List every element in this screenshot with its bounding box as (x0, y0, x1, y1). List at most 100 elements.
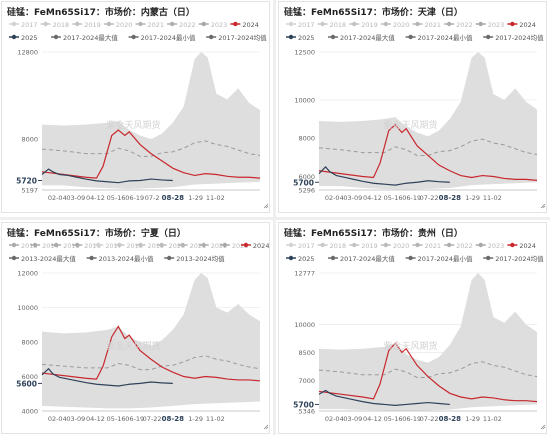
legend-marker-row2 (131, 34, 136, 40)
legend-marker-2019 (138, 242, 143, 248)
y-tick-label: 8000 (21, 339, 38, 347)
x-tick-label: 08-28 (439, 194, 462, 202)
x-tick-label: 11-02 (206, 194, 225, 202)
x-tick-label: 11-02 (483, 415, 502, 423)
x-tick-label: 07-22 (420, 194, 439, 202)
legend-label-2023: 2023 (232, 242, 249, 250)
legend-marker-2017 (96, 242, 101, 248)
resize-handle-icon (263, 424, 269, 430)
legend-marker-2019 (75, 21, 80, 27)
x-tick-label: 05-16 (384, 194, 403, 202)
x-tick-label: 02-04 (48, 415, 67, 423)
legend-label-2018: 2018 (126, 242, 143, 250)
x-tick-label: 02-04 (325, 415, 344, 423)
legend-label-row2: 2025 (298, 34, 315, 42)
legend-label-2021: 2021 (148, 21, 165, 29)
series-2025-line (41, 168, 173, 184)
chart-svg-ningxia: 硅锰：FeMn65Si17：市场价：宁夏（日） 2013 2014 2015 2016 2… (7, 227, 269, 430)
y-tick-label: 10000 (294, 96, 315, 104)
band-area (42, 273, 260, 409)
series-average-line (41, 140, 261, 157)
legend-label-2018: 2018 (53, 21, 70, 29)
legend-label-2023: 2023 (211, 21, 228, 29)
legend-marker-2019 (352, 21, 357, 27)
current-value-label: 5600 (16, 379, 37, 388)
legend-marker-2022 (169, 21, 175, 27)
x-tick-label: 11-02 (483, 194, 502, 202)
legend-label-row2: 2017-2024均值 (218, 33, 267, 42)
y-tick-label: 12777 (294, 270, 315, 278)
chart-title: 硅锰：FeMn65Si17：市场价：天津（日） (284, 6, 463, 18)
x-tick-label: 04-12 (86, 415, 105, 423)
series-2024-line (318, 342, 538, 403)
resize-handle-icon (540, 203, 546, 209)
x-tick-label: 1-29 (465, 194, 480, 202)
legend-label-row2: 2025 (298, 255, 315, 263)
legend-marker-2021 (138, 21, 143, 27)
chart-panel-ningxia: 硅锰：FeMn65Si17：市场价：宁夏（日） 2013 2014 2015 2016 2… (1, 222, 270, 434)
chart-svg-tianjin: 硅锰：FeMn65Si17：市场价：天津（日） 2017 2018 2019 2020 2… (284, 6, 546, 209)
legend-label-2018: 2018 (330, 242, 347, 250)
legend-label-row2: 2017-2024最大值 (340, 33, 395, 42)
legend-label-2022: 2022 (211, 242, 228, 250)
legend-marker-2022 (201, 242, 206, 248)
y-tick-label: 12800 (17, 49, 38, 57)
x-tick-label: 02-04 (48, 194, 67, 202)
legend-label-row2: 2017-2024最小值 (418, 254, 473, 263)
resize-handle-icon (540, 424, 546, 430)
legend-label-row2: 2013-2024均值 (176, 254, 225, 263)
series-2025-line (318, 389, 450, 406)
legend-marker-2024 (243, 242, 249, 248)
legend-label-row2: 2017-2024均值 (495, 33, 544, 42)
series-average-line (318, 361, 538, 378)
legend-label-2017: 2017 (298, 242, 315, 250)
legend-label-row2: 2025 (21, 34, 38, 42)
y-tick-label: 12500 (294, 49, 315, 57)
legend-label-row2: 2017-2024均值 (495, 254, 544, 263)
legend-marker-2021 (415, 21, 420, 27)
legend-label-row2: 2017-2024最小值 (141, 33, 196, 42)
legend-label-2021: 2021 (190, 242, 207, 250)
legend-marker-2020 (106, 21, 112, 27)
legend-marker-2024 (510, 242, 515, 248)
legend-label-row2: 2017-2024最大值 (340, 254, 395, 263)
y-tick-label: 10000 (17, 304, 38, 312)
legend-marker-2017 (288, 21, 294, 27)
legend-label-2019: 2019 (361, 21, 378, 29)
legend-marker-row2 (288, 34, 294, 40)
legend-marker-2022 (446, 21, 452, 27)
y-tick-label: 4000 (21, 408, 38, 416)
legend-marker-row2 (288, 255, 294, 261)
legend-label-2021: 2021 (425, 242, 442, 250)
x-tick-label: 08-28 (439, 415, 462, 423)
y-tick-label: 6000 (21, 373, 38, 381)
legend-label-2022: 2022 (179, 21, 196, 29)
legend-marker-row2 (167, 255, 172, 261)
watermark: 紫金天风期货 (107, 340, 161, 352)
x-tick-label: 05-16 (107, 194, 126, 202)
legend-label-2015: 2015 (63, 242, 80, 250)
legend-label-row2: 2017-2024最大值 (63, 33, 118, 42)
legend-marker-2016 (75, 242, 80, 248)
legend-marker-2023 (222, 242, 228, 248)
legend-label-2017: 2017 (21, 21, 38, 29)
band-area (319, 273, 537, 411)
chart-title: 硅锰：FeMn65Si17：市场价：贵州（日） (284, 227, 463, 239)
legend-marker-2019 (352, 242, 357, 248)
legend-label-2020: 2020 (116, 21, 133, 29)
legend-marker-2023 (478, 21, 483, 27)
y-tick-label: 5296 (298, 187, 315, 195)
series-2024-line (318, 123, 538, 181)
x-tick-label: 06-19 (125, 194, 144, 202)
band-area (42, 52, 260, 190)
legend-marker-2015 (53, 242, 59, 248)
y-tick-label: 6000 (298, 173, 315, 181)
watermark: 紫金天风期货 (384, 340, 438, 352)
legend-marker-2013 (11, 242, 17, 248)
chart-svg-guizhou: 硅锰：FeMn65Si17：市场价：贵州（日） 2017 2018 2019 2020 2… (284, 227, 546, 430)
band-area (319, 52, 537, 190)
x-tick-label: 05-16 (384, 415, 403, 423)
legend-marker-2020 (383, 21, 389, 27)
legend-label-2019: 2019 (84, 21, 101, 29)
legend-marker-2020 (159, 242, 164, 248)
